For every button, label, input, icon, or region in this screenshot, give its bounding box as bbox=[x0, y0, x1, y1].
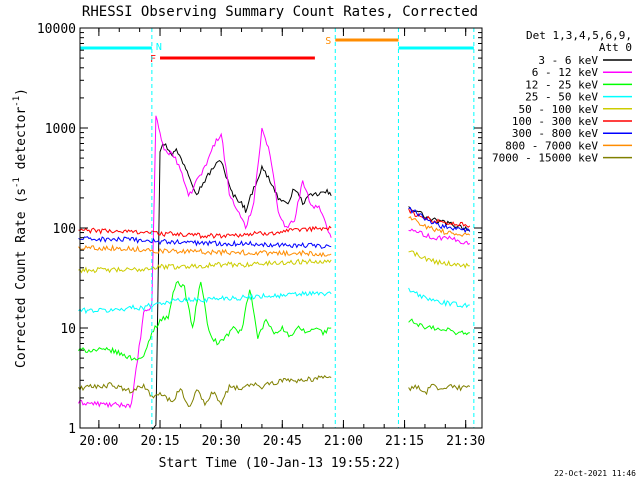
series-line bbox=[408, 216, 471, 238]
series-line bbox=[408, 206, 471, 234]
x-tick-label: 21:15 bbox=[385, 434, 424, 449]
x-tick-label: 20:00 bbox=[79, 434, 118, 449]
series-line bbox=[78, 244, 332, 258]
legend-item-label: 100 - 300 keV bbox=[512, 115, 598, 128]
x-tick-label: 20:45 bbox=[263, 434, 302, 449]
series-line bbox=[78, 280, 332, 361]
series-line bbox=[408, 228, 471, 245]
flags-layer: NF S bbox=[80, 36, 474, 65]
y-tick-label: 1000 bbox=[45, 122, 76, 137]
x-axis-label: Start Time (10-Jan-13 19:55:22) bbox=[159, 456, 402, 471]
legend-item-label: 12 - 25 keV bbox=[525, 78, 598, 91]
series-line bbox=[408, 250, 470, 269]
y-tick-label: 100 bbox=[53, 222, 76, 237]
series-line bbox=[408, 206, 470, 231]
gap-layer bbox=[151, 28, 475, 428]
legend-item-label: 300 - 800 keV bbox=[512, 127, 598, 140]
series-layer bbox=[78, 115, 471, 430]
series-line bbox=[408, 287, 470, 309]
legend-item-label: 25 - 50 keV bbox=[525, 91, 598, 104]
x-tick-label: 20:15 bbox=[140, 434, 179, 449]
chart-title: RHESSI Observing Summary Count Rates, Co… bbox=[82, 4, 478, 20]
x-tick-label: 21:00 bbox=[324, 434, 363, 449]
series-line bbox=[78, 115, 332, 409]
series-line bbox=[78, 375, 332, 407]
x-tick-label: 21:30 bbox=[446, 434, 485, 449]
legend-header-line-2: Att 0 bbox=[599, 41, 632, 54]
legend-item-label: 3 - 6 keV bbox=[538, 54, 598, 67]
series-line bbox=[151, 143, 332, 430]
legend-item-label: 50 - 100 keV bbox=[519, 103, 599, 116]
series-line bbox=[408, 383, 471, 396]
series-line bbox=[78, 290, 332, 315]
legend-header-line-1: Det 1,3,4,5,6,9, bbox=[526, 29, 632, 42]
series-line bbox=[78, 225, 332, 240]
plot-frame bbox=[79, 27, 483, 429]
legend-item-label: 7000 - 15000 keV bbox=[492, 152, 598, 165]
series-line bbox=[78, 258, 332, 274]
y-tick-label: 10 bbox=[60, 322, 76, 337]
y-axis-label: Corrected Count Rate (s-1 detector-1) bbox=[12, 88, 29, 368]
y-tick-label: 10000 bbox=[37, 22, 76, 37]
footer-date: 22-Oct-2021 11:46 bbox=[554, 469, 636, 478]
legend-item-label: 6 - 12 keV bbox=[532, 66, 599, 79]
series-line bbox=[78, 236, 332, 249]
y-tick-layer: 1 10 100 1000 10000 bbox=[37, 22, 482, 437]
y-tick-label: 1 bbox=[68, 422, 76, 437]
series-line bbox=[408, 318, 470, 336]
x-tick-label: 20:30 bbox=[202, 434, 241, 449]
x-tick-layer: 20:00 20:15 20:30 20:45 21:00 21:15 21:30 bbox=[79, 28, 485, 449]
flag-label: F bbox=[150, 54, 156, 65]
flag-label: N bbox=[156, 42, 162, 53]
legend-item-label: 800 - 7000 keV bbox=[505, 139, 598, 152]
flag-label: S bbox=[325, 36, 331, 47]
